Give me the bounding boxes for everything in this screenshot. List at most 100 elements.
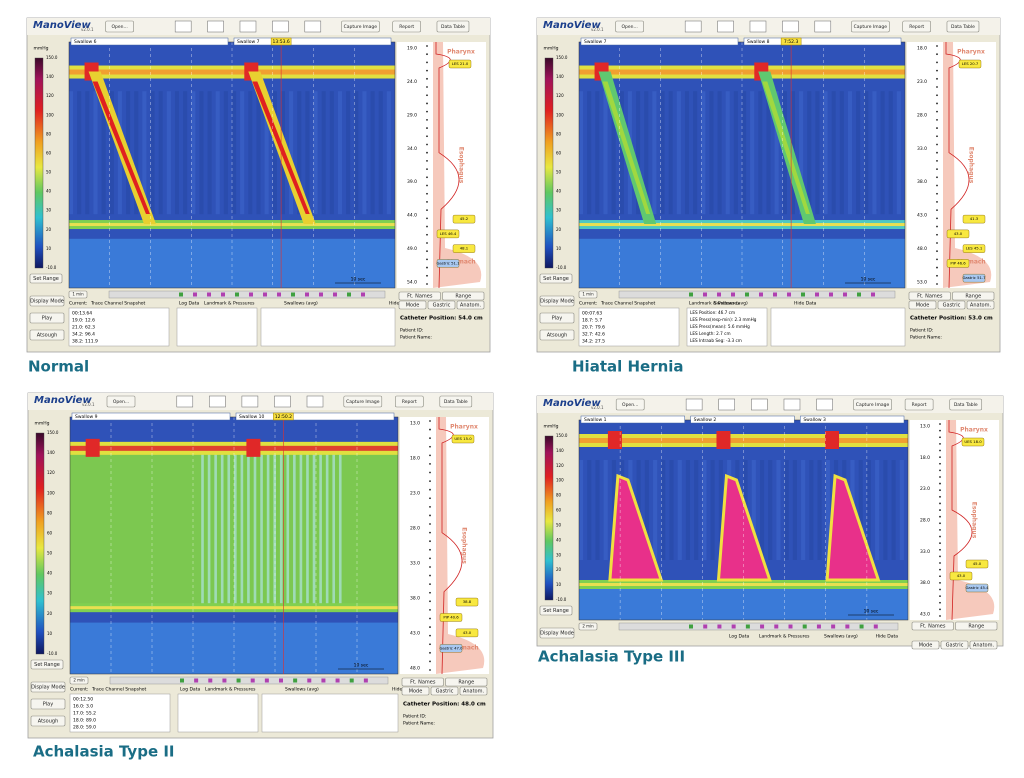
panel-button[interactable] xyxy=(427,300,456,310)
event-marker[interactable] xyxy=(773,292,777,297)
zoom-icon[interactable] xyxy=(816,398,833,411)
event-marker[interactable] xyxy=(250,678,255,683)
event-marker[interactable] xyxy=(829,292,833,297)
event-marker[interactable] xyxy=(831,624,836,629)
event-marker[interactable] xyxy=(873,624,878,629)
zoom-button[interactable] xyxy=(69,676,89,685)
control-button[interactable] xyxy=(29,312,65,324)
control-button[interactable] xyxy=(30,681,66,693)
zoom-icon[interactable] xyxy=(241,395,259,408)
control-button[interactable] xyxy=(29,329,65,341)
event-marker[interactable] xyxy=(774,624,779,629)
event-marker[interactable] xyxy=(703,624,708,629)
control-button[interactable] xyxy=(29,295,65,307)
toolbar-button[interactable] xyxy=(341,20,380,33)
panel-button[interactable] xyxy=(952,291,995,301)
event-marker[interactable] xyxy=(347,292,351,297)
event-marker[interactable] xyxy=(689,624,693,629)
toolbar-button[interactable] xyxy=(851,20,890,33)
control-button[interactable] xyxy=(30,698,66,710)
zoom-icon[interactable] xyxy=(718,398,735,411)
event-marker[interactable] xyxy=(291,292,295,297)
panel-button[interactable] xyxy=(908,291,951,301)
event-marker[interactable] xyxy=(307,678,312,683)
event-marker[interactable] xyxy=(208,678,213,683)
panel-button[interactable] xyxy=(908,300,937,310)
toolbar-button[interactable] xyxy=(105,20,134,33)
zoom-icon[interactable] xyxy=(174,20,192,33)
panel-button[interactable] xyxy=(442,291,485,301)
event-marker[interactable] xyxy=(361,292,365,297)
event-marker[interactable] xyxy=(801,292,805,297)
event-marker[interactable] xyxy=(264,678,269,683)
zoom-icon[interactable] xyxy=(304,20,322,33)
zoom-icon[interactable] xyxy=(176,395,194,408)
panel-button[interactable] xyxy=(969,640,998,650)
event-marker[interactable] xyxy=(236,678,241,683)
zoom-icon[interactable] xyxy=(751,398,768,411)
control-button[interactable] xyxy=(30,715,66,727)
zoom-icon[interactable] xyxy=(209,395,226,408)
event-marker[interactable] xyxy=(277,292,281,297)
panel-button[interactable] xyxy=(401,686,430,696)
panel-button[interactable] xyxy=(445,677,488,687)
event-marker[interactable] xyxy=(788,624,793,629)
event-marker[interactable] xyxy=(349,678,354,683)
panel-button[interactable] xyxy=(459,686,488,696)
event-marker[interactable] xyxy=(815,292,819,297)
zoom-icon[interactable] xyxy=(685,398,703,411)
zoom-icon[interactable] xyxy=(306,395,324,408)
event-marker[interactable] xyxy=(249,292,253,297)
zoom-icon[interactable] xyxy=(684,20,702,33)
panel-button[interactable] xyxy=(911,621,954,631)
event-marker[interactable] xyxy=(222,678,227,683)
zoom-icon[interactable] xyxy=(782,20,799,33)
event-marker[interactable] xyxy=(194,678,199,683)
toolbar-button[interactable] xyxy=(439,395,473,408)
event-marker[interactable] xyxy=(787,292,791,297)
event-marker[interactable] xyxy=(305,292,309,297)
event-marker[interactable] xyxy=(689,292,693,297)
event-marker[interactable] xyxy=(207,292,211,297)
panel-button[interactable] xyxy=(911,640,940,650)
toolbar-button[interactable] xyxy=(106,395,136,408)
event-marker[interactable] xyxy=(871,292,875,297)
panel-button[interactable] xyxy=(430,686,459,696)
zoom-icon[interactable] xyxy=(783,398,801,411)
zoom-icon[interactable] xyxy=(749,20,767,33)
zoom-icon[interactable] xyxy=(272,20,289,33)
panel-button[interactable] xyxy=(398,291,441,301)
toolbar-button[interactable] xyxy=(853,398,892,411)
panel-button[interactable] xyxy=(401,677,444,687)
event-marker[interactable] xyxy=(843,292,847,297)
zoom-button[interactable] xyxy=(68,290,88,299)
toolbar-button[interactable] xyxy=(615,398,645,411)
zoom-icon[interactable] xyxy=(207,20,224,33)
event-marker[interactable] xyxy=(845,624,850,629)
event-marker[interactable] xyxy=(221,292,225,297)
set-range-button[interactable] xyxy=(539,273,573,284)
set-range-button[interactable] xyxy=(30,659,64,670)
toolbar-button[interactable] xyxy=(394,395,424,408)
control-button[interactable] xyxy=(539,312,575,324)
set-range-button[interactable] xyxy=(539,605,573,616)
event-marker[interactable] xyxy=(321,678,326,683)
event-marker[interactable] xyxy=(802,624,807,629)
event-marker[interactable] xyxy=(703,292,707,297)
zoom-icon[interactable] xyxy=(814,20,832,33)
panel-button[interactable] xyxy=(966,300,995,310)
panel-button[interactable] xyxy=(937,300,966,310)
panel-button[interactable] xyxy=(940,640,969,650)
control-button[interactable] xyxy=(539,329,575,341)
event-marker[interactable] xyxy=(180,678,184,683)
control-button[interactable] xyxy=(539,295,575,307)
toolbar-button[interactable] xyxy=(902,20,931,33)
event-marker[interactable] xyxy=(179,292,183,297)
set-range-button[interactable] xyxy=(29,273,63,284)
event-marker[interactable] xyxy=(263,292,267,297)
event-marker[interactable] xyxy=(745,292,749,297)
event-marker[interactable] xyxy=(335,678,340,683)
event-marker[interactable] xyxy=(193,292,197,297)
panel-button[interactable] xyxy=(398,300,427,310)
toolbar-button[interactable] xyxy=(436,20,470,33)
